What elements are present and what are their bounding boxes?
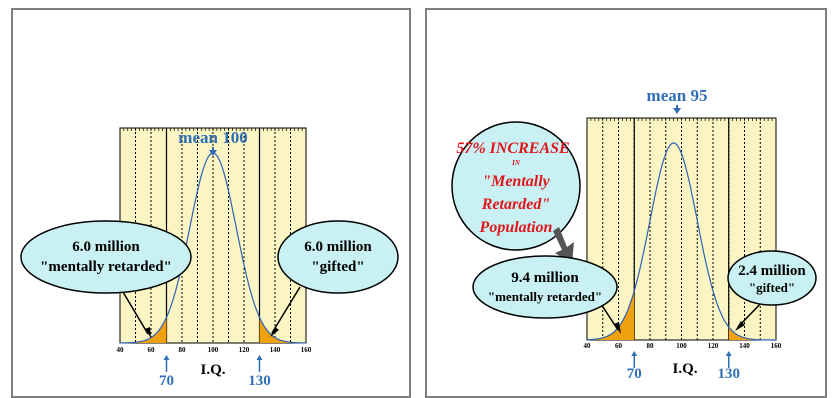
x-tick-label: 120 xyxy=(708,342,719,350)
cutoff-arrowhead-70 xyxy=(631,351,638,356)
left-gifted-pointer-line xyxy=(271,286,301,334)
right-gifted-pointer-head xyxy=(735,321,745,331)
left-gifted-label: "gifted" xyxy=(311,259,364,275)
left-cutoff-70-label: 70 xyxy=(159,373,174,389)
right-cutoff-70-label: 70 xyxy=(627,366,642,382)
cutoff-arrowhead-130 xyxy=(256,355,263,360)
left-gifted-count: 6.0 million xyxy=(304,239,372,255)
right-mean-label: mean 95 xyxy=(647,86,708,105)
low-tail-area xyxy=(120,317,167,343)
left-x-axis-title: I.Q. xyxy=(200,362,225,378)
right-mr-count: 9.4 million xyxy=(511,270,579,286)
right-mr-pointer-head xyxy=(614,322,621,334)
increase-callout-line3: "Mentally xyxy=(482,173,550,190)
left-chart: mean 100 40 60 80 100 120 140 160 I.Q. 70 130 … xyxy=(20,127,399,389)
cutoff-arrowhead-70 xyxy=(163,355,170,360)
x-tick-label: 40 xyxy=(117,346,125,354)
left-mr-label: "mentally retarded" xyxy=(40,259,172,275)
increase-callout-line4: Retarded" xyxy=(481,196,550,213)
increase-callout-line5: Population xyxy=(479,219,553,236)
right-cutoff-130-label: 130 xyxy=(718,366,741,382)
callout-arrow xyxy=(553,227,574,264)
x-tick-label: 80 xyxy=(179,346,187,354)
cutoff-arrowhead-130 xyxy=(725,351,732,356)
left-gifted-pointer-head xyxy=(270,327,279,337)
left-gifted-bubble xyxy=(277,220,399,294)
iq-distribution-charts: mean 100 40 60 80 100 120 140 160 I.Q. 70 130 … xyxy=(20,86,817,389)
right-x-axis-title: I.Q. xyxy=(672,361,697,377)
low-tail-area xyxy=(587,290,635,340)
left-mr-count: 6.0 million xyxy=(72,239,140,255)
x-tick-label: 140 xyxy=(739,342,750,350)
high-tail-area xyxy=(259,317,306,343)
right-gifted-count: 2.4 million xyxy=(738,263,806,279)
right-mr-bubble xyxy=(472,255,618,319)
left-mr-pointer-head xyxy=(145,327,151,338)
left-mean-arrowhead xyxy=(209,150,217,156)
x-tick-label: 80 xyxy=(647,342,655,350)
x-tick-label: 140 xyxy=(270,346,281,354)
x-tick-label: 160 xyxy=(771,342,782,350)
x-tick-label: 40 xyxy=(584,342,592,350)
x-tick-label: 160 xyxy=(301,346,312,354)
increase-callout-bubble xyxy=(451,121,581,251)
increase-callout-line2: IN xyxy=(511,159,521,167)
left-mr-pointer-line xyxy=(119,286,149,335)
x-tick-label: 100 xyxy=(676,342,687,350)
right-mr-label: "mentally retarded" xyxy=(488,289,602,304)
right-gifted-bubble xyxy=(727,250,817,306)
left-mr-bubble xyxy=(20,220,192,294)
x-tick-label: 60 xyxy=(615,342,623,350)
x-tick-label: 120 xyxy=(239,346,250,354)
x-tick-label: 100 xyxy=(208,346,219,354)
left-cutoff-130-label: 130 xyxy=(248,373,271,389)
left-mean-label: mean 100 xyxy=(178,128,247,147)
right-chart: mean 95 40 60 80 100 120 140 160 I.Q. 70 130 5… xyxy=(451,86,817,382)
right-mean-arrowhead xyxy=(673,108,681,114)
right-gifted-label: "gifted" xyxy=(749,280,795,295)
increase-callout-line1: 57% INCREASE xyxy=(456,140,569,157)
x-tick-label: 60 xyxy=(148,346,156,354)
